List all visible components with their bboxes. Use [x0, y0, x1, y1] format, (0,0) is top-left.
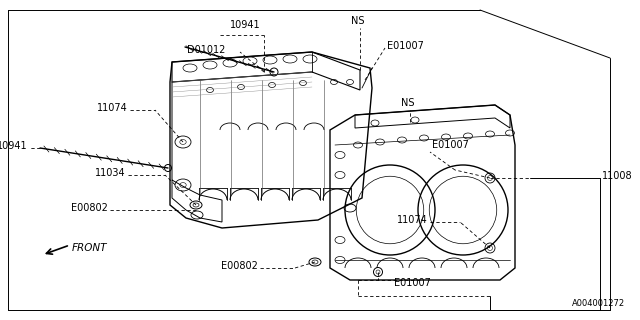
Text: E01007: E01007 — [394, 278, 431, 288]
Text: E01007: E01007 — [387, 41, 424, 51]
Text: NS: NS — [401, 98, 415, 108]
Text: FRONT: FRONT — [72, 243, 108, 253]
Text: D01012: D01012 — [187, 45, 225, 55]
Text: E00802: E00802 — [221, 261, 258, 271]
Text: 10941: 10941 — [0, 141, 28, 151]
Text: A004001272: A004001272 — [572, 299, 625, 308]
Text: 11008: 11008 — [602, 171, 632, 181]
Text: NS: NS — [351, 16, 365, 26]
Text: 11034: 11034 — [95, 168, 126, 178]
Text: 11074: 11074 — [97, 103, 128, 113]
Text: E00802: E00802 — [71, 203, 108, 213]
Text: E01007: E01007 — [432, 140, 469, 150]
Text: 11074: 11074 — [397, 215, 428, 225]
Text: 10941: 10941 — [230, 20, 260, 30]
